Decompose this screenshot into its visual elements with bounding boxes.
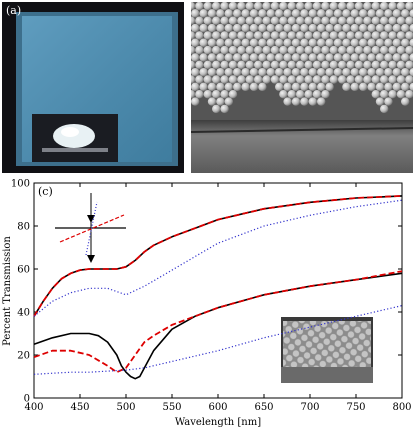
sample-photo-image — [2, 2, 184, 173]
panel-a-photo: (a) — [2, 2, 184, 173]
x-tick-label: 550 — [162, 402, 181, 413]
x-axis-label: Wavelength [nm] — [175, 417, 261, 428]
panel-c-chart: 400 450 500 550 600 650 700 750 800 0 20 40 60 80 100 … — [0, 175, 415, 429]
y-tick-label: 80 — [17, 222, 30, 233]
series-line-lower-dotted — [33, 305, 403, 375]
y-tick-label: 60 — [17, 265, 30, 276]
x-tick-label: 650 — [254, 402, 273, 413]
x-tick-label: 750 — [346, 402, 365, 413]
polarization-schematic — [55, 193, 126, 263]
series-line-lower-dashed — [33, 270, 403, 374]
y-tick-label: 0 — [24, 394, 30, 405]
x-tick-label: 600 — [208, 402, 227, 413]
series-line-upper-dashed — [33, 195, 403, 317]
x-tick-label: 800 — [392, 402, 411, 413]
x-tick-label: 700 — [300, 402, 319, 413]
sem-micrograph — [191, 2, 413, 173]
y-tick-label: 20 — [17, 351, 30, 362]
x-tick-label: 400 — [24, 402, 43, 413]
panel-a-label: (a) — [6, 4, 22, 17]
panel-b-sem-image — [191, 2, 413, 173]
panel-c-label: (c) — [38, 185, 53, 198]
y-tick-label: 100 — [11, 179, 30, 190]
x-tick-label: 500 — [116, 402, 135, 413]
y-axis-label: Percent Transmission — [2, 236, 13, 346]
x-tick-label: 450 — [70, 402, 89, 413]
transmission-chart: 400 450 500 550 600 650 700 750 800020406080100 … — [2, 179, 412, 429]
y-tick-label: 40 — [17, 308, 30, 319]
sem-inset-image — [281, 317, 373, 383]
